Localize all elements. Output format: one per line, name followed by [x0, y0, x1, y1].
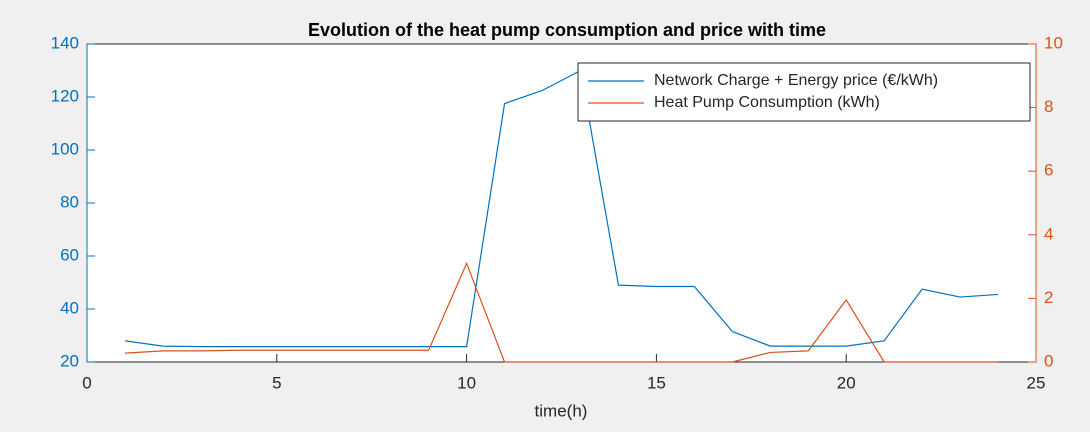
- legend-box: [577, 62, 1031, 122]
- y-tick-label: 40: [60, 298, 79, 317]
- y2-tick-label: 0: [1044, 351, 1053, 370]
- y-tick-label: 100: [51, 139, 79, 158]
- y2-tick-label: 2: [1044, 288, 1053, 307]
- x-tick-label: 25: [1027, 373, 1046, 392]
- y-tick-label: 60: [60, 245, 79, 264]
- chart-title: Evolution of the heat pump consumption a…: [308, 20, 826, 40]
- x-tick-label: 20: [837, 373, 856, 392]
- x-tick-label: 5: [272, 373, 281, 392]
- legend-label: Heat Pump Consumption (kWh): [654, 94, 880, 111]
- y2-tick-label: 10: [1044, 33, 1063, 52]
- x-tick-label: 15: [647, 373, 666, 392]
- series-line: [124, 69, 999, 348]
- x-tick-label: 10: [457, 373, 476, 392]
- legend-label: Network Charge + Energy price (€/kWh): [654, 72, 938, 89]
- y-tick-label: 120: [51, 86, 79, 105]
- y-tick-label: 140: [51, 33, 79, 52]
- x-axis-label: time(h): [535, 401, 588, 420]
- y-tick-label: 80: [60, 192, 79, 211]
- y-tick-label: 20: [60, 351, 79, 370]
- series-line: [124, 261, 999, 363]
- y2-tick-label: 6: [1044, 161, 1053, 180]
- y2-tick-label: 8: [1044, 97, 1053, 116]
- x-tick-label: 0: [82, 373, 91, 392]
- y2-tick-label: 4: [1044, 224, 1053, 243]
